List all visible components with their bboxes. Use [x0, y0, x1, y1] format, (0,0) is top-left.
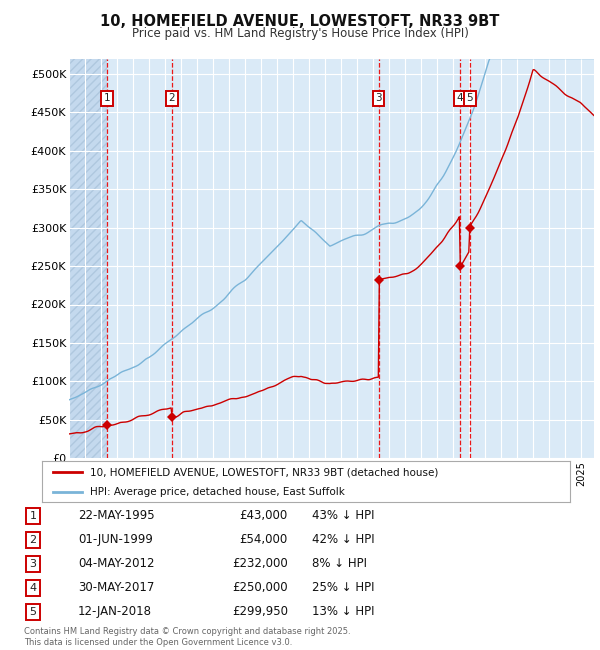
Text: 8% ↓ HPI: 8% ↓ HPI [312, 558, 367, 571]
Text: 43% ↓ HPI: 43% ↓ HPI [312, 510, 374, 523]
Text: £54,000: £54,000 [240, 533, 288, 546]
Text: 3: 3 [29, 559, 37, 569]
Text: 12-JAN-2018: 12-JAN-2018 [78, 606, 152, 619]
Text: 5: 5 [466, 94, 473, 103]
Text: 25% ↓ HPI: 25% ↓ HPI [312, 581, 374, 594]
Text: 5: 5 [29, 607, 37, 617]
Text: Price paid vs. HM Land Registry's House Price Index (HPI): Price paid vs. HM Land Registry's House … [131, 27, 469, 40]
Text: 1: 1 [29, 511, 37, 521]
Text: 01-JUN-1999: 01-JUN-1999 [78, 533, 153, 546]
Text: £250,000: £250,000 [232, 581, 288, 594]
Text: 2: 2 [29, 535, 37, 545]
Text: 10, HOMEFIELD AVENUE, LOWESTOFT, NR33 9BT (detached house): 10, HOMEFIELD AVENUE, LOWESTOFT, NR33 9B… [89, 467, 438, 477]
Text: 4: 4 [457, 94, 463, 103]
Text: Contains HM Land Registry data © Crown copyright and database right 2025.
This d: Contains HM Land Registry data © Crown c… [24, 627, 350, 647]
Text: 2: 2 [169, 94, 175, 103]
Text: 10, HOMEFIELD AVENUE, LOWESTOFT, NR33 9BT: 10, HOMEFIELD AVENUE, LOWESTOFT, NR33 9B… [100, 14, 500, 29]
Text: 1: 1 [104, 94, 110, 103]
Text: 3: 3 [375, 94, 382, 103]
Text: 22-MAY-1995: 22-MAY-1995 [78, 510, 155, 523]
Text: £232,000: £232,000 [232, 558, 288, 571]
Text: £43,000: £43,000 [240, 510, 288, 523]
Text: 13% ↓ HPI: 13% ↓ HPI [312, 606, 374, 619]
Text: 30-MAY-2017: 30-MAY-2017 [78, 581, 154, 594]
Text: £299,950: £299,950 [232, 606, 288, 619]
Text: HPI: Average price, detached house, East Suffolk: HPI: Average price, detached house, East… [89, 487, 344, 497]
Bar [69, 58, 107, 458]
Text: 4: 4 [29, 583, 37, 593]
Text: 04-MAY-2012: 04-MAY-2012 [78, 558, 155, 571]
Text: 42% ↓ HPI: 42% ↓ HPI [312, 533, 374, 546]
